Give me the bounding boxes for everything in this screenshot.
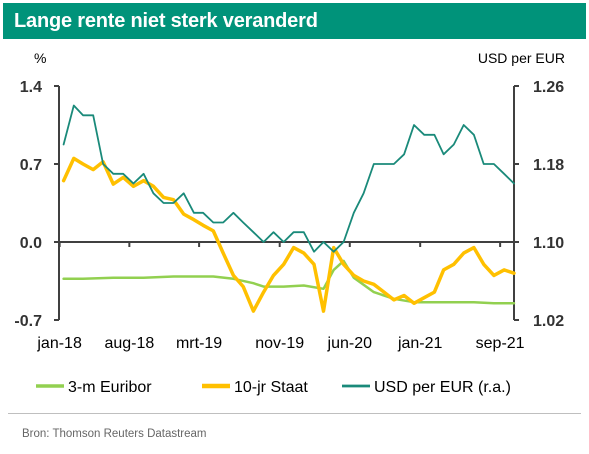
x-tick-label: nov-19 [255,335,304,352]
title-bar: Lange rente niet sterk veranderd [3,3,586,39]
chart-title: Lange rente niet sterk veranderd [14,10,318,32]
right-tick-label: 1.02 [533,313,564,330]
left-tick-label: 0.7 [20,157,42,174]
left-axis-label: % [34,50,46,66]
x-tick-label: jan-21 [397,335,443,352]
x-tick-label: jan-18 [36,335,82,352]
divider [8,413,581,414]
x-tick-label: sep-21 [476,335,525,352]
left-tick-label: 0.0 [20,235,42,252]
x-tick-label: mrt-19 [176,335,222,352]
series-line-staat [61,156,516,313]
right-tick-label: 1.10 [533,235,564,252]
legend-label-staat: 10-jr Staat [234,379,308,396]
left-tick-label: -0.7 [14,313,42,330]
x-tick-label: jun-20 [327,335,373,352]
legend-label-usd: USD per EUR (r.a.) [374,379,511,396]
right-axis-label: USD per EUR [478,50,565,66]
x-tick-label: aug-18 [104,335,154,352]
source-note: Bron: Thomson Reuters Datastream [22,428,207,440]
left-tick-label: 1.4 [20,79,42,96]
legend-label-euribor: 3-m Euribor [68,379,152,396]
right-tick-label: 1.26 [533,79,564,96]
series-line-usd [62,104,515,253]
series-line-euribor [62,259,516,305]
right-tick-label: 1.18 [533,157,564,174]
